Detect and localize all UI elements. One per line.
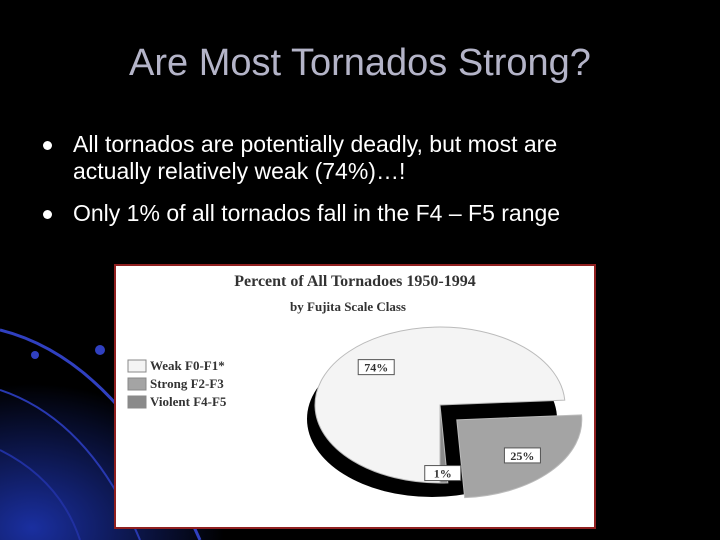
legend-label: Weak F0-F1* (150, 358, 225, 373)
legend-swatch (127, 395, 147, 409)
legend-swatch (127, 377, 147, 391)
data-label-box (424, 465, 462, 482)
bullet-text: All tornados are potentially deadly, but… (73, 131, 558, 184)
chart-subtitle: by Fujita Scale Class (290, 299, 406, 314)
data-label: 74% (364, 361, 388, 375)
bullet: Only 1% of all tornados fall in the F4 –… (43, 200, 633, 227)
legend-label: Violent F4-F5 (150, 394, 227, 409)
legend-swatch (127, 359, 147, 373)
pie-slice (439, 404, 449, 484)
data-label-box (503, 447, 541, 464)
bullet: All tornados are potentially deadly, but… (43, 131, 633, 185)
slide-title: Are Most Tornados Strong? (129, 42, 591, 84)
legend-label: Strong F2-F3 (150, 376, 224, 391)
data-label: 1% (434, 467, 452, 481)
bullet-text: Only 1% of all tornados fall in the F4 –… (73, 200, 561, 226)
data-label: 25% (510, 449, 534, 463)
data-label-box (357, 359, 395, 376)
chart-title: Percent of All Tornadoes 1950-1994 (234, 273, 475, 290)
